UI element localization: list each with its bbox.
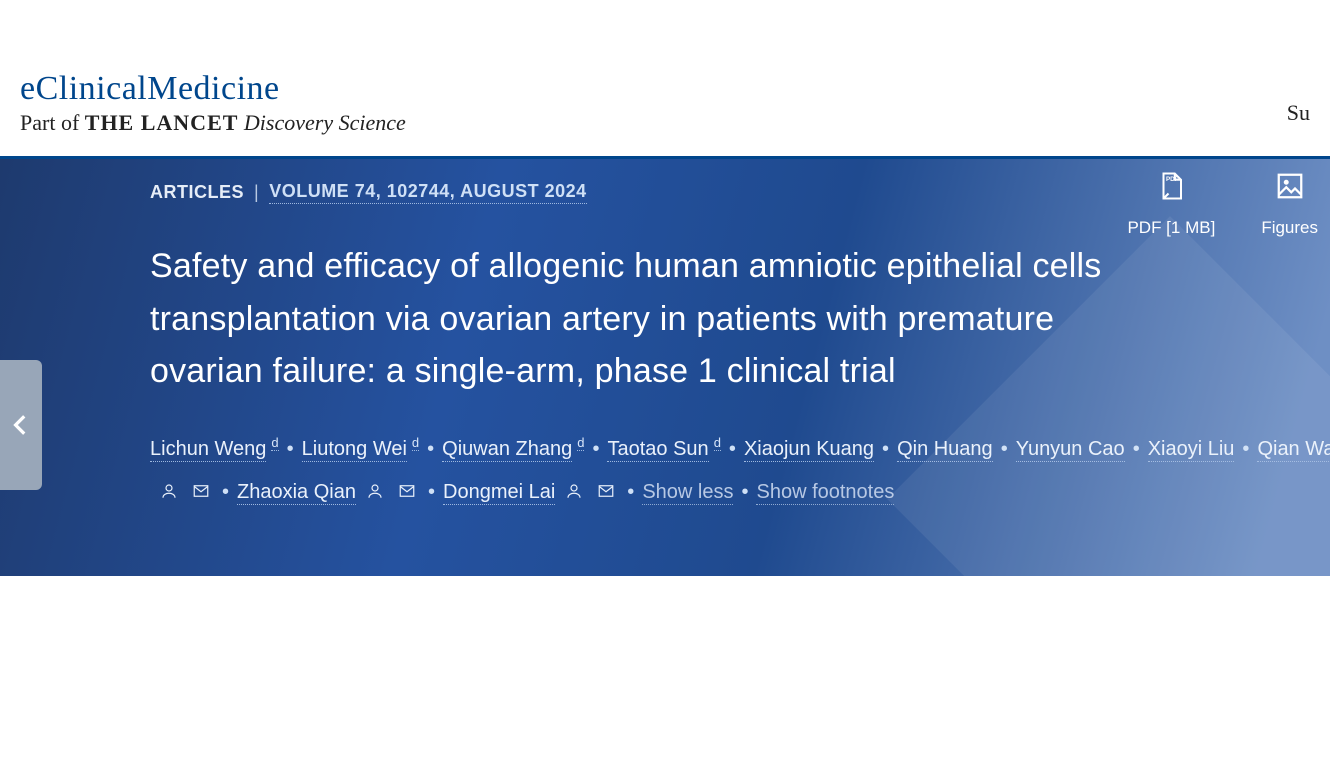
pdf-icon: PDF <box>1156 171 1186 206</box>
author-separator: • <box>592 438 599 460</box>
author-footnote-marker[interactable]: d <box>412 435 419 451</box>
tagline-lancet: THE LANCET <box>85 110 239 135</box>
view-figures-button[interactable]: Figures <box>1261 171 1318 238</box>
author-link[interactable]: Xiaoyi Liu <box>1148 438 1235 462</box>
crumb-separator: | <box>254 182 259 203</box>
author-footnote-marker[interactable]: d <box>714 435 721 451</box>
article-title: Safety and efficacy of allogenic human a… <box>150 240 1170 398</box>
author-link[interactable]: Xiaojun Kuang <box>744 438 874 462</box>
author-separator: • <box>729 438 736 460</box>
author-separator: • <box>427 438 434 460</box>
svg-text:PDF: PDF <box>1166 176 1179 183</box>
envelope-icon[interactable] <box>597 473 615 516</box>
author-link[interactable]: Qin Huang <box>897 438 993 462</box>
collapse-side-tab[interactable] <box>0 360 42 490</box>
author-link[interactable]: Dongmei Lai <box>443 481 555 505</box>
author-separator: • <box>428 481 435 503</box>
envelope-icon[interactable] <box>192 473 210 516</box>
author-separator: • <box>627 481 634 503</box>
author-footnote-marker[interactable]: d <box>577 435 584 451</box>
brand-block: eClinicalMedicine Part of THE LANCET Dis… <box>20 70 406 136</box>
figures-icon <box>1275 171 1305 206</box>
tagline-discovery-science: Discovery Science <box>238 110 405 135</box>
top-header: eClinicalMedicine Part of THE LANCET Dis… <box>0 0 1330 156</box>
author-footnote-marker[interactable]: d <box>271 435 278 451</box>
author-link[interactable]: Liutong Wei <box>302 438 407 462</box>
chevron-left-icon <box>8 412 34 438</box>
issue-link[interactable]: VOLUME 74, 102744, AUGUST 2024 <box>269 181 586 204</box>
journal-tagline: Part of THE LANCET Discovery Science <box>20 110 406 136</box>
author-link[interactable]: Yunyun Cao <box>1016 438 1125 462</box>
show-footnotes-link[interactable]: Show footnotes <box>756 481 894 505</box>
author-link[interactable]: Qiuwan Zhang <box>442 438 572 462</box>
article-hero: ARTICLES | VOLUME 74, 102744, AUGUST 202… <box>0 156 1330 576</box>
author-list: Lichun Weng d • Liutong Wei d • Qiuwan Zhang d •… <box>150 428 1330 516</box>
author-separator: • <box>882 438 889 460</box>
show-less-link[interactable]: Show less <box>642 481 733 505</box>
author-link[interactable]: Qian Wang <box>1257 438 1330 462</box>
top-right-fragment[interactable]: Su <box>1287 100 1310 126</box>
envelope-icon[interactable] <box>398 473 416 516</box>
author-separator: • <box>287 438 294 460</box>
article-type-label: ARTICLES <box>150 182 244 203</box>
journal-name[interactable]: eClinicalMedicine <box>20 70 406 108</box>
author-separator: • <box>1133 438 1140 460</box>
author-separator: • <box>1001 438 1008 460</box>
person-icon[interactable] <box>366 473 384 516</box>
download-pdf-button[interactable]: PDF PDF [1 MB] <box>1127 171 1215 238</box>
author-separator: • <box>1242 438 1249 460</box>
person-icon[interactable] <box>160 473 178 516</box>
tagline-partof: Part of <box>20 110 85 135</box>
author-separator: • <box>222 481 229 503</box>
article-actions: PDF PDF [1 MB] Figures <box>1127 171 1318 238</box>
author-separator: • <box>741 481 748 503</box>
pdf-label: PDF [1 MB] <box>1127 218 1215 238</box>
author-link[interactable]: Zhaoxia Qian <box>237 481 356 505</box>
figures-label: Figures <box>1261 218 1318 238</box>
person-icon[interactable] <box>565 473 583 516</box>
author-link[interactable]: Taotao Sun <box>607 438 708 462</box>
author-link[interactable]: Lichun Weng <box>150 438 266 462</box>
